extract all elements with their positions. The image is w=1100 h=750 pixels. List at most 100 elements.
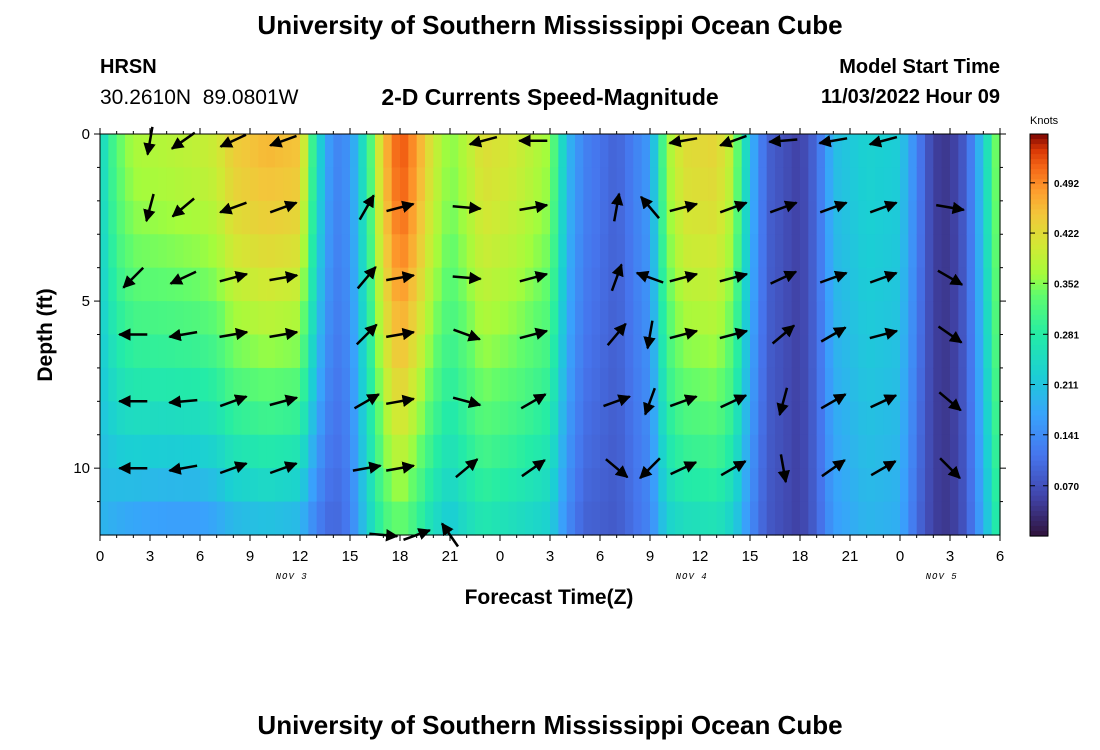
- heatmap-cell: [475, 367, 484, 402]
- heatmap-cell: [558, 167, 568, 202]
- heatmap-cell: [325, 167, 334, 202]
- heatmap-cell: [708, 401, 718, 436]
- heatmap-cell: [283, 167, 293, 202]
- heatmap-cell: [975, 434, 984, 469]
- heatmap-cell: [716, 200, 726, 235]
- heatmap-cell: [950, 434, 959, 469]
- heatmap-cell: [825, 334, 834, 369]
- heatmap-cell: [383, 468, 393, 503]
- colorbar-segment: [1030, 510, 1048, 517]
- heatmap-cell: [833, 200, 843, 235]
- heatmap-cell: [875, 367, 884, 402]
- heatmap-cell: [616, 167, 626, 202]
- heatmap-cell: [850, 468, 859, 503]
- current-vector: [610, 263, 624, 292]
- current-vector: [819, 270, 848, 284]
- heatmap-cell: [708, 234, 718, 269]
- heatmap-cell: [425, 468, 434, 503]
- heatmap-cell: [583, 501, 593, 536]
- heatmap-cell: [875, 434, 884, 469]
- heatmap-cell: [458, 367, 468, 402]
- heatmap-cell: [233, 401, 243, 436]
- heatmap-cell: [566, 200, 576, 235]
- heatmap-cell: [500, 468, 509, 503]
- heatmap-cell: [141, 267, 151, 302]
- heatmap-cell: [800, 301, 809, 336]
- heatmap-cell: [308, 267, 318, 302]
- heatmap-cell: [433, 134, 443, 169]
- heatmap-cell: [608, 167, 618, 202]
- heatmap-cell: [625, 367, 634, 402]
- heatmap-cell: [741, 401, 751, 436]
- heatmap-cell: [166, 367, 176, 402]
- heatmap-cell: [733, 434, 743, 469]
- heatmap-cell: [141, 234, 151, 269]
- heatmap-cell: [533, 167, 543, 202]
- heatmap-cell: [116, 200, 126, 235]
- heatmap-cell: [983, 434, 993, 469]
- heatmap-cell: [750, 301, 759, 336]
- heatmap-cell: [300, 167, 309, 202]
- colorbar-segment: [1030, 355, 1048, 361]
- heatmap-cell: [475, 267, 484, 302]
- colorbar-segment: [1030, 274, 1048, 281]
- heatmap-cell: [550, 267, 559, 302]
- heatmap-cell: [816, 167, 826, 202]
- heatmap-cell: [375, 434, 384, 469]
- heatmap-cell: [433, 501, 443, 536]
- heatmap-cell: [383, 167, 393, 202]
- heatmap-cell: [650, 334, 659, 369]
- heatmap-cell: [408, 468, 418, 503]
- heatmap-cell: [508, 301, 518, 336]
- colorbar-segment: [1030, 430, 1048, 437]
- heatmap-cell: [450, 434, 459, 469]
- heatmap-cell: [983, 367, 993, 402]
- heatmap-cell: [375, 301, 384, 336]
- heatmap-cell: [333, 234, 343, 269]
- heatmap-cell: [150, 234, 159, 269]
- heatmap-cell: [475, 200, 484, 235]
- heatmap-cell: [775, 267, 784, 302]
- heatmap-cell: [908, 301, 918, 336]
- heatmap-cell: [175, 434, 184, 469]
- heatmap-cell: [741, 367, 751, 402]
- heatmap-cell: [866, 200, 876, 235]
- heatmap-cell: [233, 134, 243, 169]
- heatmap-cell: [341, 434, 351, 469]
- heatmap-cell: [241, 401, 251, 436]
- heatmap-cell: [808, 401, 818, 436]
- heatmap-cell: [658, 301, 668, 336]
- heatmap-cell: [766, 401, 776, 436]
- heatmap-cell: [566, 267, 576, 302]
- heatmap-cell: [800, 234, 809, 269]
- heatmap-cell: [975, 468, 984, 503]
- heatmap-cell: [283, 401, 293, 436]
- heatmap-cell: [975, 234, 984, 269]
- colorbar-segment: [1030, 194, 1048, 200]
- heatmap-cell: [858, 134, 868, 169]
- heatmap-cell: [641, 267, 651, 302]
- heatmap-cell: [266, 468, 276, 503]
- heatmap-cell: [691, 434, 701, 469]
- heatmap-cell: [183, 134, 193, 169]
- heatmap-cell: [816, 401, 826, 436]
- heatmap-cell: [766, 501, 776, 536]
- current-vector: [639, 457, 661, 479]
- heatmap-cell: [875, 334, 884, 369]
- speed-heatmap: [100, 134, 1001, 536]
- heatmap-cell: [400, 301, 409, 336]
- heatmap-cell: [650, 401, 659, 436]
- heatmap-cell: [800, 401, 809, 436]
- heatmap-cell: [283, 367, 293, 402]
- current-vector: [385, 394, 416, 408]
- heatmap-cell: [541, 234, 551, 269]
- heatmap-cell: [650, 234, 659, 269]
- heatmap-cell: [541, 401, 551, 436]
- heatmap-cell: [283, 134, 293, 169]
- heatmap-cell: [741, 301, 751, 336]
- heatmap-cell: [575, 434, 584, 469]
- heatmap-cell: [766, 200, 776, 235]
- heatmap-cell: [375, 401, 384, 436]
- heatmap-cell: [800, 167, 809, 202]
- heatmap-cell: [183, 367, 193, 402]
